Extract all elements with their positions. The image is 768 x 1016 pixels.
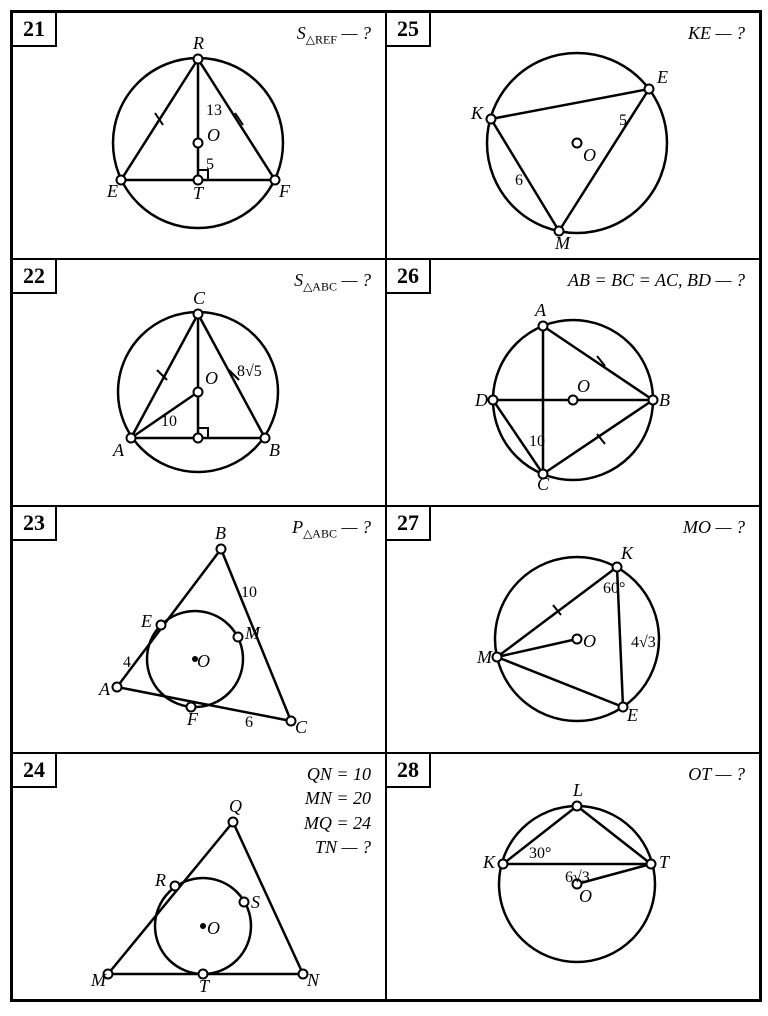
svg-text:M: M xyxy=(90,970,107,990)
svg-text:K: K xyxy=(470,103,484,123)
problem-cell-28: 28OT — ?LKTO30°6√3 xyxy=(386,753,760,1000)
problem-number: 25 xyxy=(387,13,431,47)
svg-text:O: O xyxy=(207,918,220,938)
geometry-figure: K M E O 60° 4√3 xyxy=(387,507,757,752)
geometry-figure: B A C O E M F 4 6 10 xyxy=(13,507,383,752)
svg-text:K: K xyxy=(482,852,496,872)
svg-text:4√3: 4√3 xyxy=(631,634,656,651)
problem-number: 27 xyxy=(387,507,431,541)
svg-text:O: O xyxy=(583,145,596,165)
svg-text:E: E xyxy=(656,67,668,87)
svg-text:A: A xyxy=(98,679,111,699)
svg-text:6: 6 xyxy=(245,714,253,731)
problem-cell-25: 25KE — ?EKMO56 xyxy=(386,12,760,259)
svg-text:F: F xyxy=(186,709,199,729)
svg-text:B: B xyxy=(659,390,670,410)
svg-text:6: 6 xyxy=(515,172,523,189)
svg-text:E: E xyxy=(106,181,118,201)
svg-text:B: B xyxy=(269,440,280,460)
svg-text:M: M xyxy=(554,233,571,253)
svg-text:E: E xyxy=(140,611,152,631)
svg-text:10: 10 xyxy=(161,413,177,430)
svg-text:K: K xyxy=(620,543,634,563)
geometry-figure: L K T O 30° 6√3 xyxy=(387,754,757,999)
svg-text:R: R xyxy=(192,33,204,53)
svg-text:S: S xyxy=(251,892,260,912)
svg-text:O: O xyxy=(197,651,210,671)
svg-text:O: O xyxy=(205,368,218,388)
problem-cell-24: 24QN = 10MN = 20MQ = 24TN — ?QMNORST xyxy=(12,753,386,1000)
svg-text:A: A xyxy=(112,440,125,460)
problem-cell-27: 27MO — ?KMEO60°4√3 xyxy=(386,506,760,753)
svg-text:10: 10 xyxy=(241,584,257,601)
geometry-figure: R E F O T5 13 xyxy=(13,13,383,258)
svg-text:T: T xyxy=(199,976,211,996)
svg-text:O: O xyxy=(207,125,220,145)
svg-text:T: T xyxy=(659,852,671,872)
problems-grid: 21S△REF — ?REFOT51325KE — ?EKMO5622S△ABC… xyxy=(10,10,762,1002)
svg-text:L: L xyxy=(572,780,583,800)
svg-text:4: 4 xyxy=(123,654,131,671)
svg-text:C: C xyxy=(537,474,550,494)
problem-number: 24 xyxy=(13,754,57,788)
problem-cell-23: 23P△ABC — ?BACOEMF4610 xyxy=(12,506,386,753)
geometry-figure: A B C D O 10 xyxy=(387,260,757,505)
geometry-figure: C A B O 10 8√5 xyxy=(13,260,383,505)
problem-number: 28 xyxy=(387,754,431,788)
geometry-figure: E K M O 5 6 xyxy=(387,13,757,258)
svg-text:5: 5 xyxy=(619,112,627,129)
svg-text:B: B xyxy=(215,523,226,543)
svg-text:E: E xyxy=(626,705,638,725)
svg-text:30°: 30° xyxy=(529,845,551,862)
svg-text:T: T xyxy=(193,183,205,203)
svg-text:8√5: 8√5 xyxy=(237,363,262,380)
svg-text:6√3: 6√3 xyxy=(565,869,590,886)
problem-number: 23 xyxy=(13,507,57,541)
svg-text:C: C xyxy=(295,717,308,737)
svg-text:A: A xyxy=(534,300,547,320)
geometry-figure: Q M N O R S T xyxy=(13,754,383,999)
svg-text:R: R xyxy=(154,870,166,890)
problem-number: 21 xyxy=(13,13,57,47)
svg-text:C: C xyxy=(193,288,206,308)
svg-text:O: O xyxy=(583,631,596,651)
problem-number: 26 xyxy=(387,260,431,294)
svg-text:O: O xyxy=(579,886,592,906)
svg-text:N: N xyxy=(306,970,320,990)
svg-text:5: 5 xyxy=(206,156,214,173)
svg-text:60°: 60° xyxy=(603,580,625,597)
svg-text:M: M xyxy=(476,647,493,667)
problem-cell-26: 26AB = BC = AC, BD — ?ABCDO10 xyxy=(386,259,760,506)
problem-number: 22 xyxy=(13,260,57,294)
svg-text:M: M xyxy=(244,623,261,643)
problem-cell-22: 22S△ABC — ?CABO108√5 xyxy=(12,259,386,506)
svg-text:Q: Q xyxy=(229,796,242,816)
svg-text:O: O xyxy=(577,376,590,396)
problem-cell-21: 21S△REF — ?REFOT513 xyxy=(12,12,386,259)
svg-text:13: 13 xyxy=(206,102,222,119)
svg-text:F: F xyxy=(278,181,291,201)
svg-text:D: D xyxy=(474,390,488,410)
svg-text:10: 10 xyxy=(529,433,545,450)
